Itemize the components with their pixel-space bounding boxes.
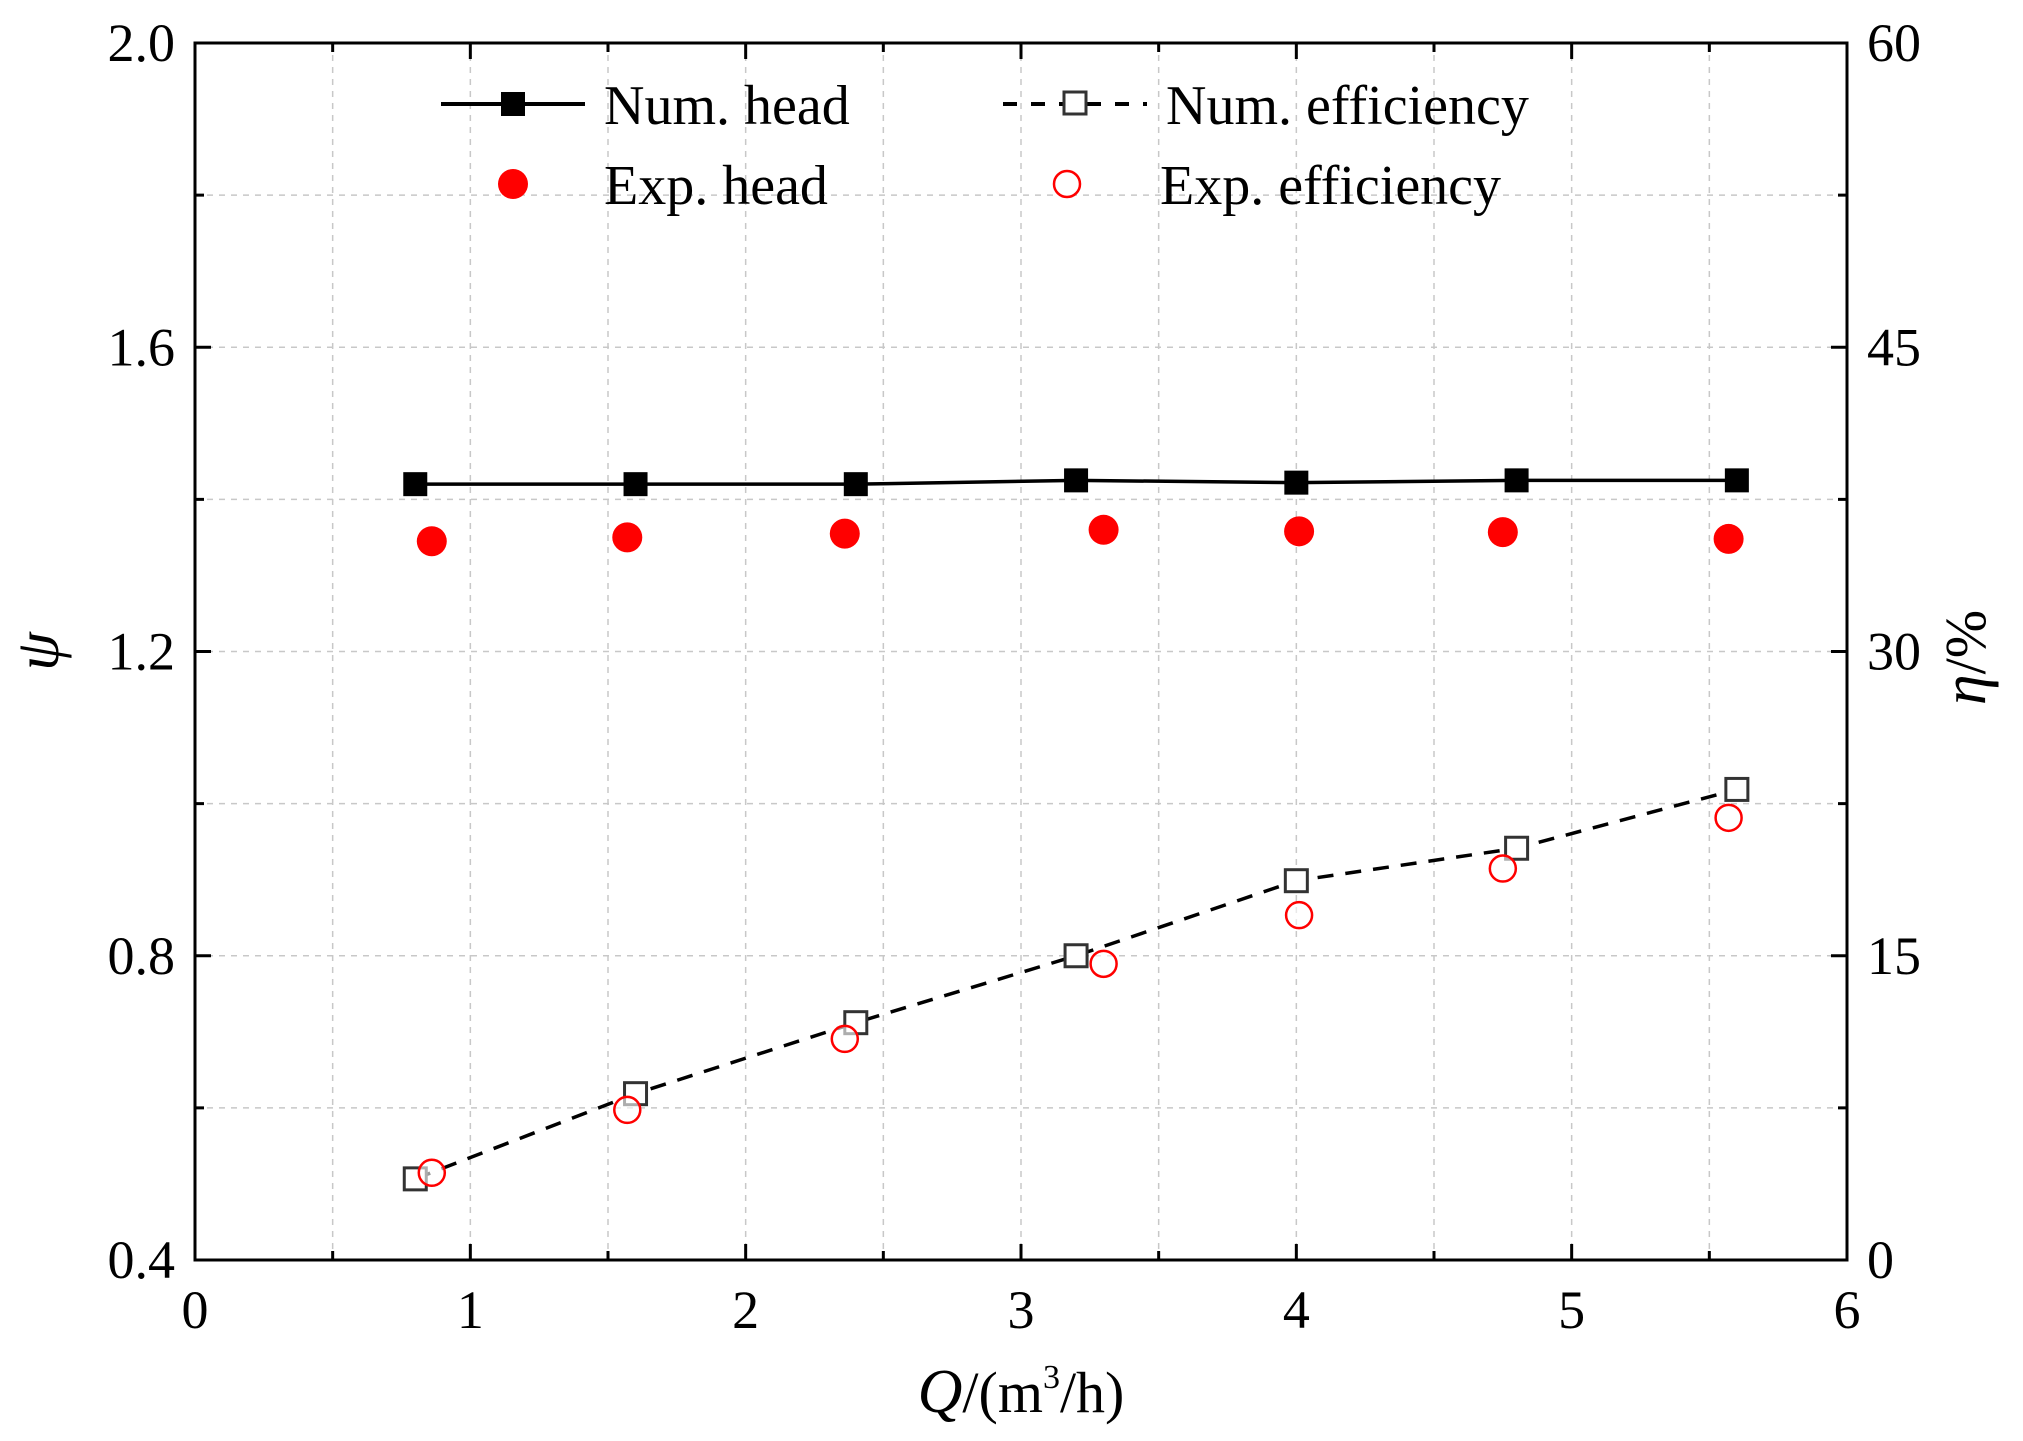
x-axis-unit-prefix: /(m	[962, 1360, 1043, 1425]
y-left-tick-label: 2.0	[108, 13, 176, 73]
exp-efficiency-point	[1089, 949, 1118, 979]
legend: Num. head Num. efficiency Exp. head Exp.…	[441, 75, 1529, 217]
exp-efficiency-point	[417, 1158, 447, 1188]
num-head-point	[1064, 468, 1089, 493]
y-left-tick-label: 1.2	[108, 622, 176, 682]
y-right-axis-title: η/%	[1931, 610, 1999, 705]
x-tick-label: 0	[182, 1280, 209, 1340]
num-head-point	[623, 472, 648, 497]
num-head-point	[1724, 468, 1749, 493]
x-axis-title: Q/(m3/h)	[918, 1358, 1125, 1426]
legend-exp-head-label: Exp. head	[604, 155, 828, 217]
y-right-tick-label: 30	[1867, 622, 1921, 682]
x-axis-unit-suffix: /h)	[1060, 1360, 1124, 1425]
legend-exp-eff-marker	[1052, 169, 1082, 199]
tick-layer	[193, 41, 1849, 1262]
x-tick-label: 6	[1834, 1280, 1861, 1340]
y-right-tick-label: 45	[1867, 317, 1921, 377]
exp-head-point	[1713, 523, 1744, 554]
grid-layer	[195, 43, 1847, 1260]
y-left-tick-label: 0.4	[108, 1230, 176, 1290]
exp-head-point	[1487, 517, 1518, 548]
legend-num-eff-marker	[1062, 90, 1088, 116]
series-layer	[402, 468, 1750, 1192]
exp-head-point	[416, 526, 447, 557]
x-axis-unit-superscript: 3	[1043, 1359, 1060, 1396]
num-efficiency-line	[414, 787, 1738, 1181]
y-left-tick-label: 0.8	[108, 926, 176, 986]
exp-efficiency-point	[613, 1095, 642, 1125]
num-head-point	[1284, 470, 1309, 495]
y-right-tick-label: 60	[1867, 13, 1921, 73]
x-tick-label: 1	[457, 1280, 484, 1340]
legend-num-head-label: Num. head	[604, 75, 850, 137]
exp-efficiency-point	[1488, 854, 1518, 883]
x-axis-symbol: Q	[918, 1358, 963, 1426]
num-efficiency-point	[1063, 943, 1089, 969]
y-left-tick-label: 1.6	[108, 317, 176, 377]
y-right-axis-symbol: η	[1931, 674, 1999, 705]
x-tick-label: 3	[1008, 1280, 1035, 1340]
exp-head-point	[1088, 514, 1119, 545]
exp-head-point	[829, 518, 860, 549]
num-efficiency-point	[1283, 868, 1309, 894]
num-head-point	[843, 472, 868, 497]
num-head-point	[403, 472, 428, 497]
x-tick-label: 5	[1558, 1280, 1585, 1340]
x-tick-label: 4	[1283, 1280, 1310, 1340]
y-right-tick-label: 15	[1867, 926, 1921, 986]
legend-exp-head-marker	[498, 169, 528, 199]
exp-efficiency-point	[830, 1024, 860, 1054]
legend-num-eff-label: Num. efficiency	[1166, 75, 1529, 137]
legend-exp-eff-label: Exp. efficiency	[1160, 155, 1501, 217]
exp-head-point	[612, 522, 643, 553]
exp-head-point	[1284, 516, 1315, 547]
num-head-point	[1504, 468, 1529, 493]
exp-efficiency-point	[1714, 803, 1743, 833]
y-left-axis-title: ψ	[4, 631, 72, 671]
y-right-tick-label: 0	[1867, 1230, 1894, 1290]
legend-num-head-marker	[501, 92, 525, 116]
num-efficiency-point	[1724, 776, 1750, 802]
exp-efficiency-point	[1284, 900, 1314, 930]
y-right-axis-unit: /%	[1933, 610, 1998, 674]
x-tick-label: 2	[732, 1280, 759, 1340]
num-efficiency-point	[1504, 835, 1530, 861]
